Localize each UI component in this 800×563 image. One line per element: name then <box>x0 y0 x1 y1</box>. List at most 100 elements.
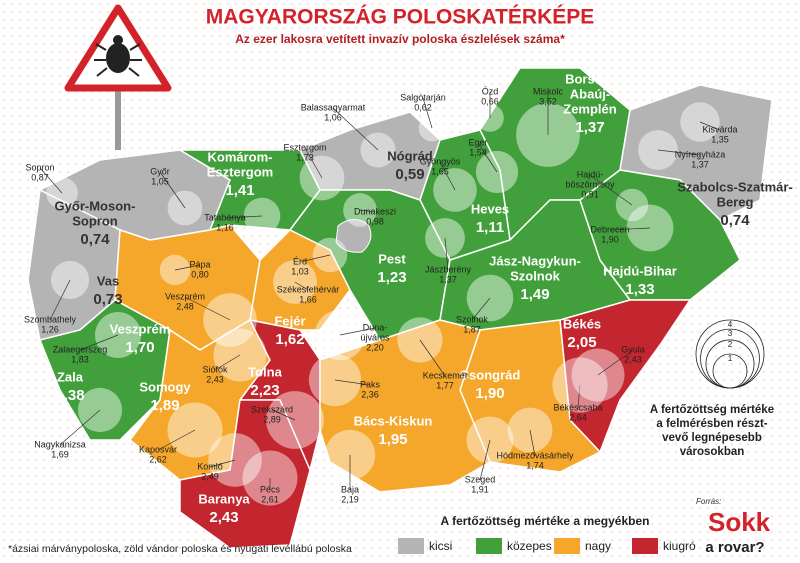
leader-line <box>334 379 371 386</box>
legend-title: A fertőzöttség mértéke a megyékben <box>441 514 650 528</box>
scale-label: 1 <box>728 354 733 363</box>
leader-line <box>422 97 433 129</box>
city-name: Esztergom <box>283 142 326 152</box>
city-name: Érd <box>293 256 307 266</box>
county-value: 2,05 <box>567 334 596 351</box>
county-area <box>179 399 311 549</box>
leader-line <box>597 349 634 376</box>
leader-line <box>294 281 309 291</box>
county-name: Abaúj- <box>570 86 610 101</box>
city-value: 2,62 <box>149 454 167 464</box>
county-name: Pest <box>378 251 406 266</box>
county-name: Sopron <box>72 213 118 228</box>
source-brand: Sokk <box>708 507 771 537</box>
city-name: Békéscsaba <box>553 402 602 412</box>
city-value: 1,54 <box>469 147 487 157</box>
county-value: 0,59 <box>395 166 424 183</box>
city-value: 1,69 <box>51 449 69 459</box>
city-name: Komló <box>197 461 223 471</box>
leader-line <box>339 327 376 336</box>
city-name: Szekszárd <box>251 404 293 414</box>
legend-swatch <box>398 538 424 554</box>
city-name: Baja <box>341 484 359 494</box>
county-name: Győr-Moson- <box>55 198 136 213</box>
city-value: 1,37 <box>439 274 457 284</box>
leader-line <box>174 264 201 271</box>
county-name: Zemplén <box>563 101 617 116</box>
scale-circle <box>695 319 765 389</box>
city-name: Kecskemét <box>423 370 468 380</box>
county-name: Csongrád <box>460 367 521 382</box>
city-name: Balassagyarmat <box>301 102 366 112</box>
leader-line <box>299 254 331 263</box>
city-value: 1,16 <box>216 222 234 232</box>
county-value: 1,11 <box>476 219 504 236</box>
city-name: Ózd <box>482 86 499 96</box>
leader-line <box>214 354 241 371</box>
county-value: 1,33 <box>625 281 654 298</box>
city-value: 2,43 <box>206 374 224 384</box>
county-name: Komárom- <box>207 149 272 164</box>
county-name: Esztergom <box>207 164 273 179</box>
city-name: Paks <box>360 379 381 389</box>
leader-line <box>577 384 581 409</box>
city-value: 1,74 <box>526 460 544 470</box>
county-value: 1,70 <box>125 339 154 356</box>
county-value: 2,43 <box>209 509 238 526</box>
source-brand-sub: a rovar? <box>705 539 764 556</box>
city-name: Miskolc <box>533 86 564 96</box>
scale-caption: vevő legnépesebb <box>662 432 762 444</box>
city-name: Szombathely <box>24 314 77 324</box>
city-value: 2,19 <box>341 494 359 504</box>
city-value: 1,05 <box>151 176 169 186</box>
leader-line <box>359 209 376 213</box>
leader-line <box>589 174 633 206</box>
county-value: 0,74 <box>720 212 750 229</box>
legend-swatch <box>632 538 658 554</box>
leader-line <box>184 296 231 321</box>
leader-line <box>477 142 498 173</box>
city-value: 1,87 <box>463 324 481 334</box>
city-name: Debrecen <box>590 224 629 234</box>
city-value: 0,66 <box>481 96 499 106</box>
county-name: Veszprém <box>110 321 171 336</box>
county-value: 0,73 <box>93 291 122 308</box>
city-value: 2,49 <box>201 471 219 481</box>
county-name: Szolnok <box>510 268 561 283</box>
county-value: 1,23 <box>377 269 406 286</box>
county-value: 2,23 <box>250 382 279 399</box>
leader-line <box>209 459 236 468</box>
city-value: 1,06 <box>324 112 342 122</box>
city-name: Gyöngyös <box>420 156 461 166</box>
leader-line <box>657 149 701 156</box>
county-value: 0,74 <box>80 231 110 248</box>
city-name: Hajdú- <box>577 169 604 179</box>
legend-label: közepes <box>507 539 552 553</box>
city-value: 1,26 <box>41 324 59 334</box>
source-label: Forrás: <box>696 497 721 506</box>
county-name: Bács-Kiskun <box>354 413 433 428</box>
city-name: Szeged <box>465 474 496 484</box>
county-name: Szabolcs-Szatmár- <box>677 179 793 194</box>
county-name: Somogy <box>139 379 191 394</box>
county-value: 1,49 <box>520 286 549 303</box>
city-value: 1,37 <box>691 159 709 169</box>
city-name: Nagykanizsa <box>34 439 86 449</box>
leader-line <box>479 439 491 481</box>
leader-line <box>439 161 456 191</box>
city-name: Duna- <box>363 322 388 332</box>
city-value: 1,91 <box>471 484 489 494</box>
county-value: 1,89 <box>150 397 179 414</box>
city-value: 1,65 <box>431 166 449 176</box>
city-name: Kaposvár <box>139 444 177 454</box>
city-name: Salgótarján <box>400 92 446 102</box>
county-value: 1,41 <box>225 182 254 199</box>
county-name: Tolna <box>248 364 282 379</box>
subtitle: Az ezer lakosra vetített invazív poloska… <box>235 32 565 46</box>
leader-line <box>159 171 186 209</box>
county-name: Bereg <box>717 194 754 209</box>
leader-line <box>79 334 119 351</box>
leader-line <box>419 339 446 377</box>
county-name: Heves <box>471 201 509 216</box>
city-value: 1,83 <box>71 354 89 364</box>
